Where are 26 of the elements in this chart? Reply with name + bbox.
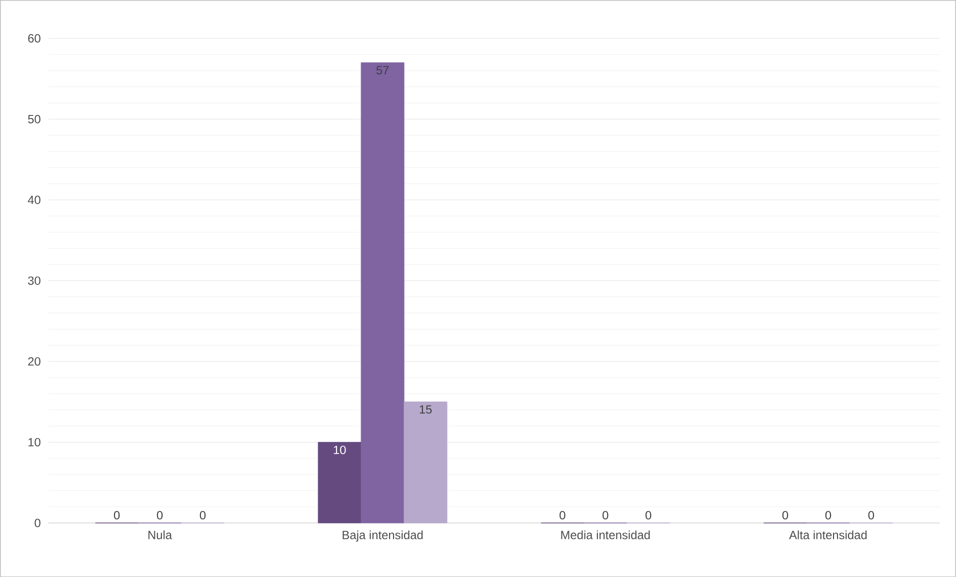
y-tick-label: 50 — [28, 114, 40, 124]
y-tick-label: 60 — [28, 34, 40, 42]
data-label: 57 — [376, 66, 389, 74]
data-label: 0 — [560, 510, 566, 520]
y-tick-label: 40 — [28, 196, 40, 204]
data-label: 0 — [825, 510, 832, 520]
bar — [404, 401, 448, 524]
y-tick-label: 20 — [28, 357, 40, 366]
bar — [360, 62, 404, 524]
data-label: 10 — [334, 446, 346, 454]
data-label: 0 — [156, 510, 163, 520]
data-label: 0 — [646, 510, 652, 520]
x-tick-label: Baja intensidad — [342, 530, 423, 542]
data-label: 15 — [420, 405, 432, 414]
x-tick-label: Media intensidad — [561, 530, 650, 540]
data-label: 0 — [200, 510, 206, 520]
data-label: 0 — [602, 510, 608, 520]
bar — [318, 442, 362, 524]
data-label: 0 — [114, 510, 120, 520]
data-label: 0 — [782, 510, 788, 520]
x-tick-label: Alta intensidad — [789, 530, 867, 540]
data-label: 0 — [868, 510, 874, 520]
x-tick-label: Nula — [148, 530, 172, 540]
y-tick-label: 30 — [28, 276, 40, 285]
y-tick-label: 10 — [28, 438, 40, 446]
y-tick-label: 0 — [34, 518, 40, 528]
